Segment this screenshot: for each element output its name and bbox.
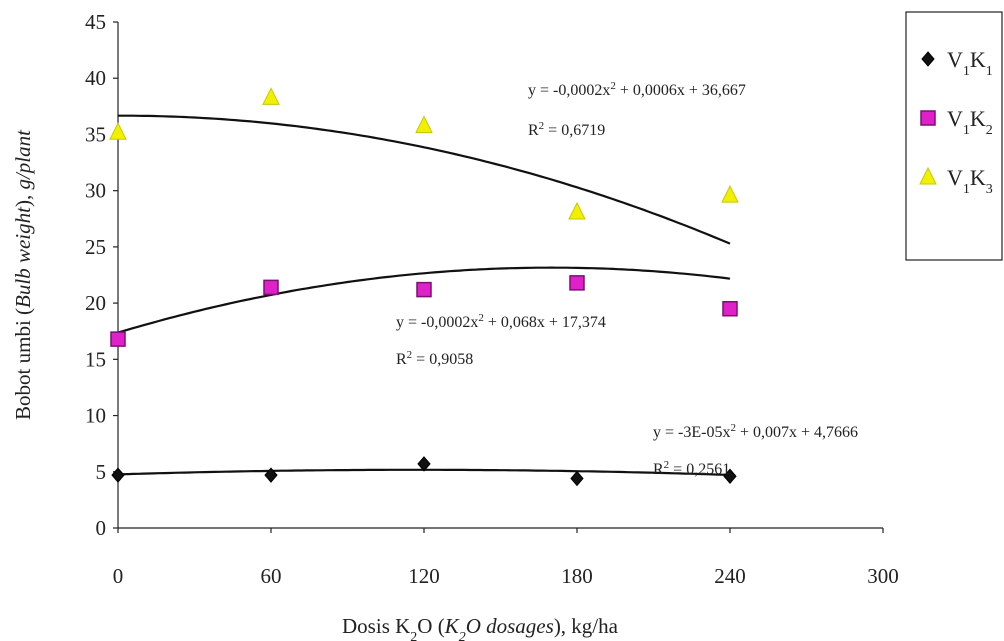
series-v1k2: y = -0,0002x2 + 0,068x + 17,374 R2 = 0,90… [110, 266, 738, 368]
x-axis-title: Dosis K2O (K2O dosages), kg/ha [342, 614, 619, 641]
plot-area: 0 5 10 15 20 25 30 35 40 45 0 60 120 180 240 300 Dosis K… [11, 10, 899, 641]
y-tick-label: 30 [85, 179, 106, 203]
legend-label-v1k2: V1K2 [947, 106, 993, 138]
point-v1k3 [568, 201, 586, 220]
point-v1k2 [110, 331, 126, 347]
equation-v1k1: y = -3E-05x2 + 0,007x + 4,7666 [653, 422, 858, 441]
point-v1k3 [109, 122, 127, 140]
y-tick-label: 15 [85, 347, 106, 371]
point-v1k2 [569, 275, 585, 291]
x-tick-label: 120 [408, 564, 440, 588]
x-tick-label: 300 [867, 564, 899, 588]
series-v1k3: y = -0,0002x2 + 0,0006x + 36,667 R2 = 0,6… [109, 80, 746, 245]
legend-label-v1k1: V1K1 [947, 47, 993, 79]
r-squared-v1k1: R2 = 0,2561 [653, 459, 730, 478]
legend-box [905, 11, 1003, 261]
point-v1k2 [263, 279, 279, 296]
equation-v1k2: y = -0,0002x2 + 0,068x + 17,374 [396, 312, 606, 331]
x-tick-label: 240 [714, 564, 746, 588]
point-v1k1 [111, 467, 125, 483]
legend-label-v1k3: V1K3 [947, 165, 993, 197]
point-v1k3 [721, 185, 739, 203]
y-tick-label: 35 [85, 122, 106, 146]
x-tick-label: 60 [261, 564, 282, 588]
r-squared-v1k3: R2 = 0,6719 [528, 120, 605, 139]
legend-marker-v1k2 [920, 110, 936, 126]
equation-v1k3: y = -0,0002x2 + 0,0006x + 36,667 [528, 80, 746, 99]
point-v1k1 [723, 468, 737, 485]
legend: V1K1 V1K2 V1K3 [905, 11, 1003, 261]
point-v1k1 [570, 470, 584, 487]
legend-marker-v1k1 [921, 51, 935, 67]
y-tick-label: 0 [96, 516, 107, 540]
point-v1k2 [416, 281, 432, 298]
y-tick-label: 20 [85, 291, 106, 315]
point-v1k3 [262, 87, 280, 105]
x-tick-label: 180 [561, 564, 593, 588]
trendline-v1k2 [117, 266, 731, 334]
point-v1k2 [722, 300, 738, 317]
r-squared-v1k2: R2 = 0,9058 [396, 349, 473, 368]
point-v1k1 [417, 456, 431, 472]
y-tick-label: 10 [85, 404, 106, 428]
y-tick-label: 40 [85, 66, 106, 90]
point-v1k1 [264, 467, 278, 483]
legend-marker-v1k3 [919, 166, 937, 185]
y-axis-title: Bobot umbi (Bulb weight), g/plant [11, 129, 35, 420]
y-tick-label: 25 [85, 235, 106, 259]
y-tick-label: 5 [96, 460, 107, 484]
series-v1k1: y = -3E-05x2 + 0,007x + 4,7666 R2 = 0,256… [111, 422, 858, 487]
trendline-v1k3 [118, 114, 731, 245]
y-tick-label: 45 [85, 10, 106, 34]
x-tick-label: 0 [113, 564, 124, 588]
point-v1k3 [415, 115, 433, 133]
